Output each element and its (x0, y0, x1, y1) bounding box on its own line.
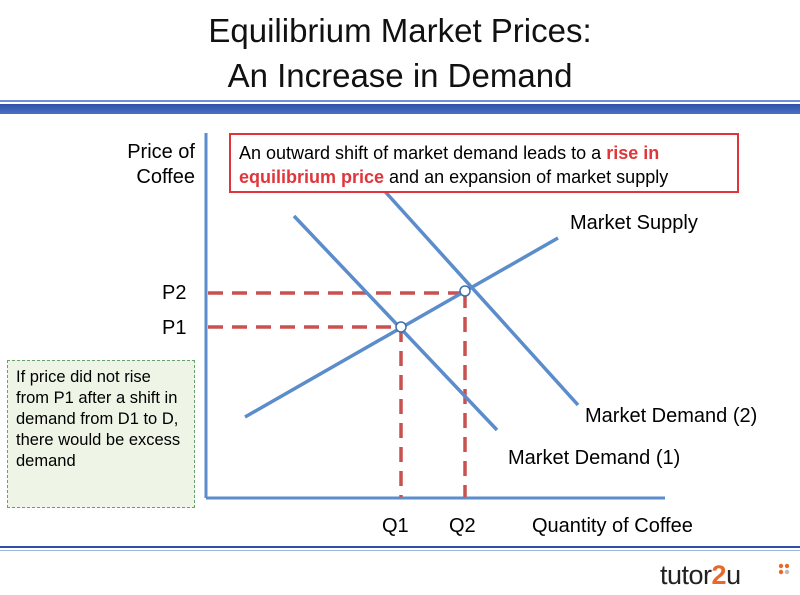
title-line-2: An Increase in Demand (227, 57, 573, 94)
footer-rule (0, 546, 800, 548)
x-axis-label: Quantity of Coffee (532, 515, 693, 537)
market-demand-2-curve (369, 174, 580, 407)
callout-text-start: An outward shift of market demand leads … (239, 143, 607, 163)
callout-text-end: and an expansion of market supply (384, 167, 669, 187)
header-rule-thin (0, 100, 800, 102)
explanation-callout: An outward shift of market demand leads … (229, 133, 739, 193)
y-axis-label-line-2: Coffee (136, 166, 195, 188)
header-rule-bar (0, 104, 800, 114)
q1-tick-label: Q1 (382, 515, 409, 537)
slide-title: Equilibrium Market Prices: An Increase i… (0, 8, 800, 98)
p2-tick-label: P2 (162, 282, 187, 304)
logo-text-tutor: tutor (660, 560, 712, 590)
y-axis-label: Price of Coffee (95, 140, 195, 190)
market-demand-1-curve (292, 214, 499, 432)
p1-tick-label: P1 (162, 317, 187, 339)
equilibrium-point-2 (459, 285, 471, 297)
callout-highlight: rise in equilibrium price (239, 143, 660, 187)
equilibrium-point-1 (395, 321, 407, 333)
title-line-1: Equilibrium Market Prices: (208, 12, 592, 49)
logo-text-2: 2 (711, 560, 727, 590)
logo-text-u: u (726, 560, 741, 590)
y-axis-label-line-1: Price of (127, 141, 195, 163)
market-demand-1-label: Market Demand (1) (508, 447, 681, 469)
tutor2u-logo: tutor2u (660, 560, 741, 591)
footer-rule-thin (0, 550, 800, 551)
market-supply-label: Market Supply (570, 212, 698, 234)
excess-demand-note: If price did not rise from P1 after a sh… (7, 360, 195, 508)
q2-tick-label: Q2 (449, 515, 476, 537)
market-demand-2-label: Market Demand (2) (585, 405, 758, 427)
logo-dots-icon (778, 563, 790, 575)
